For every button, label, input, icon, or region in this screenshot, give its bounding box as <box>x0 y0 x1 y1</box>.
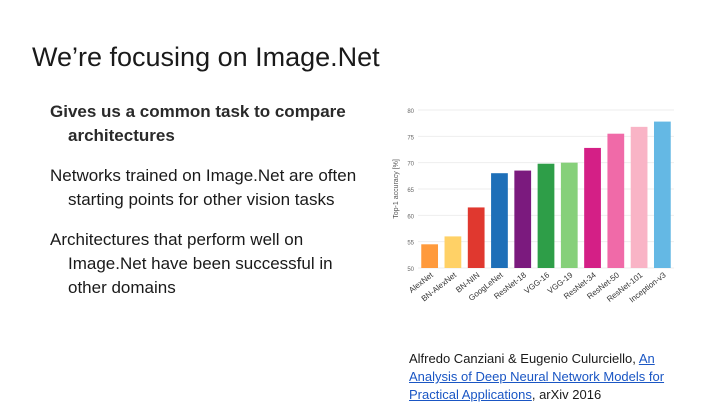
bar-inception-v3 <box>653 121 671 268</box>
bar-resnet-18 <box>514 170 532 268</box>
bar-resnet-50 <box>607 133 625 268</box>
y-tick-label: 55 <box>407 241 414 247</box>
y-tick-label: 50 <box>407 267 414 273</box>
y-tick-label: 60 <box>407 214 414 220</box>
bar-vgg-16 <box>537 163 555 268</box>
y-tick-label: 70 <box>407 162 414 168</box>
bar-alexnet <box>421 244 439 268</box>
y-tick-label: 65 <box>407 188 414 194</box>
bar-resnet-101 <box>630 126 648 268</box>
bar-bn-nin <box>467 207 485 268</box>
paper-link[interactable]: An Analysis of Deep Neural Network Model… <box>409 351 665 402</box>
bullet-item: Networks trained on Image.Net are often … <box>50 166 357 209</box>
slide-title: We’re focusing on Image.Net <box>32 42 380 72</box>
citation-authors: Alfredo Canziani & Eugenio Culurciello, <box>409 351 639 366</box>
bar-vgg-19 <box>560 162 578 268</box>
y-tick-label: 75 <box>407 135 414 141</box>
citation-suffix: , arXiv 2016 <box>531 387 602 402</box>
y-tick-label: 80 <box>407 109 414 115</box>
bar-bn-alexnet <box>444 236 462 268</box>
bullet-item: Architectures that perform well on Image… <box>50 230 333 297</box>
bar-resnet-34 <box>584 147 601 268</box>
bullet-list: Gives us a common task to compare archit… <box>50 100 370 316</box>
citation: Alfredo Canziani & Eugenio Culurciello, … <box>409 350 684 404</box>
bar-googlenet <box>491 173 508 268</box>
bullet-item: Gives us a common task to compare archit… <box>50 102 346 145</box>
accuracy-chart: 50 55 60 65 70 75 80 Top-1 accuracy [%] AlexNet B… <box>386 100 686 325</box>
y-axis-label: Top-1 accuracy [%] <box>393 159 400 219</box>
